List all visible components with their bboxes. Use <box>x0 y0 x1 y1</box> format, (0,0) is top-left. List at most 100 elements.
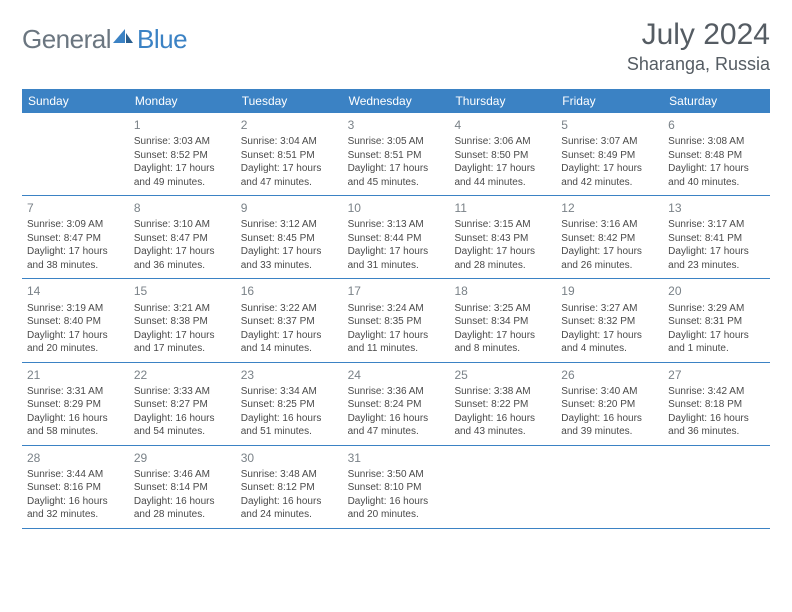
calendar-day-cell: 11Sunrise: 3:15 AMSunset: 8:43 PMDayligh… <box>449 196 556 278</box>
calendar-day-cell: 13Sunrise: 3:17 AMSunset: 8:41 PMDayligh… <box>663 196 770 278</box>
daylight-line1: Daylight: 16 hours <box>561 412 658 426</box>
calendar-day-cell: 3Sunrise: 3:05 AMSunset: 8:51 PMDaylight… <box>343 113 450 195</box>
daylight-line1: Daylight: 17 hours <box>561 329 658 343</box>
day-number: 4 <box>454 117 551 133</box>
calendar-day-cell: 6Sunrise: 3:08 AMSunset: 8:48 PMDaylight… <box>663 113 770 195</box>
daylight-line2: and 1 minute. <box>668 342 765 356</box>
calendar-day-cell: 19 Sunrise: 3:27 AMSunset: 8:32 PMDayligh… <box>556 279 663 361</box>
calendar-header-cell: Friday <box>556 89 663 113</box>
sunrise-line: Sunrise: 3:46 AM <box>134 468 231 482</box>
calendar-day-cell: 26 Sunrise: 3:40 AMSunset: 8:20 PMDayligh… <box>556 363 663 445</box>
daylight-line2: and 58 minutes. <box>27 425 124 439</box>
daylight-line2: and 43 minutes. <box>454 425 551 439</box>
sunset-line: Sunset: 8:52 PM <box>134 149 231 163</box>
calendar-day-cell: 9Sunrise: 3:12 AMSunset: 8:45 PMDaylight… <box>236 196 343 278</box>
day-number: 9 <box>241 200 338 216</box>
sunrise-line: Sunrise: 3:38 AM <box>454 385 551 399</box>
calendar-day-cell: 12Sunrise: 3:16 AMSunset: 8:42 PMDayligh… <box>556 196 663 278</box>
calendar-header-cell: Wednesday <box>343 89 450 113</box>
daylight-line1: Daylight: 16 hours <box>27 495 124 509</box>
daylight-line2: and 42 minutes. <box>561 176 658 190</box>
daylight-line2: and 33 minutes. <box>241 259 338 273</box>
sunrise-line: Sunrise: 3:08 AM <box>668 135 765 149</box>
calendar: SundayMondayTuesdayWednesdayThursdayFrid… <box>22 89 770 529</box>
sunrise-line: Sunrise: 3:31 AM <box>27 385 124 399</box>
daylight-line1: Daylight: 17 hours <box>561 162 658 176</box>
sunrise-line: Sunrise: 3:34 AM <box>241 385 338 399</box>
sunset-line: Sunset: 8:37 PM <box>241 315 338 329</box>
day-number: 8 <box>134 200 231 216</box>
daylight-line2: and 39 minutes. <box>561 425 658 439</box>
sunrise-line: Sunrise: 3:10 AM <box>134 218 231 232</box>
daylight-line1: Daylight: 17 hours <box>668 329 765 343</box>
daylight-line1: Daylight: 16 hours <box>241 412 338 426</box>
sunset-line: Sunset: 8:22 PM <box>454 398 551 412</box>
sunrise-line: Sunrise: 3:07 AM <box>561 135 658 149</box>
day-number: 13 <box>668 200 765 216</box>
daylight-line2: and 40 minutes. <box>668 176 765 190</box>
daylight-line1: Daylight: 17 hours <box>27 245 124 259</box>
sunrise-line: Sunrise: 3:25 AM <box>454 302 551 316</box>
day-number: 27 <box>668 367 765 383</box>
sunset-line: Sunset: 8:31 PM <box>668 315 765 329</box>
sunrise-line: Sunrise: 3:17 AM <box>668 218 765 232</box>
daylight-line2: and 26 minutes. <box>561 259 658 273</box>
daylight-line2: and 28 minutes. <box>134 508 231 522</box>
calendar-day-cell: 15Sunrise: 3:21 AMSunset: 8:38 PMDayligh… <box>129 279 236 361</box>
sunset-line: Sunset: 8:32 PM <box>561 315 658 329</box>
sunrise-line: Sunrise: 3:40 AM <box>561 385 658 399</box>
sunset-line: Sunset: 8:20 PM <box>561 398 658 412</box>
daylight-line1: Daylight: 16 hours <box>348 412 445 426</box>
brand-sail-icon <box>111 27 135 45</box>
day-number: 21 <box>27 367 124 383</box>
sunset-line: Sunset: 8:16 PM <box>27 481 124 495</box>
calendar-week-row: 14Sunrise: 3:19 AMSunset: 8:40 PMDayligh… <box>22 279 770 362</box>
day-number: 28 <box>27 450 124 466</box>
day-number: 29 <box>134 450 231 466</box>
sunrise-line: Sunrise: 3:19 AM <box>27 302 124 316</box>
daylight-line2: and 11 minutes. <box>348 342 445 356</box>
day-number: 19 <box>561 283 658 299</box>
calendar-day-cell: 10Sunrise: 3:13 AMSunset: 8:44 PMDayligh… <box>343 196 450 278</box>
day-number: 2 <box>241 117 338 133</box>
sunset-line: Sunset: 8:34 PM <box>454 315 551 329</box>
sunrise-line: Sunrise: 3:05 AM <box>348 135 445 149</box>
daylight-line1: Daylight: 17 hours <box>454 245 551 259</box>
sunset-line: Sunset: 8:43 PM <box>454 232 551 246</box>
sunrise-line: Sunrise: 3:24 AM <box>348 302 445 316</box>
calendar-week-row: 7Sunrise: 3:09 AMSunset: 8:47 PMDaylight… <box>22 196 770 279</box>
daylight-line1: Daylight: 17 hours <box>241 162 338 176</box>
calendar-header-cell: Saturday <box>663 89 770 113</box>
daylight-line2: and 31 minutes. <box>348 259 445 273</box>
calendar-day-cell: 21Sunrise: 3:31 AMSunset: 8:29 PMDayligh… <box>22 363 129 445</box>
sunset-line: Sunset: 8:14 PM <box>134 481 231 495</box>
daylight-line2: and 44 minutes. <box>454 176 551 190</box>
calendar-header-cell: Tuesday <box>236 89 343 113</box>
calendar-empty-cell <box>556 446 663 528</box>
daylight-line2: and 20 minutes. <box>348 508 445 522</box>
sunset-line: Sunset: 8:12 PM <box>241 481 338 495</box>
sunset-line: Sunset: 8:51 PM <box>348 149 445 163</box>
calendar-day-cell: 2Sunrise: 3:04 AMSunset: 8:51 PMDaylight… <box>236 113 343 195</box>
day-number: 31 <box>348 450 445 466</box>
day-number: 12 <box>561 200 658 216</box>
sunset-line: Sunset: 8:42 PM <box>561 232 658 246</box>
calendar-day-cell: 28Sunrise: 3:44 AMSunset: 8:16 PMDayligh… <box>22 446 129 528</box>
daylight-line1: Daylight: 17 hours <box>348 162 445 176</box>
brand-logo: General Blue <box>22 24 187 55</box>
calendar-day-cell: 23Sunrise: 3:34 AMSunset: 8:25 PMDayligh… <box>236 363 343 445</box>
day-number: 7 <box>27 200 124 216</box>
calendar-week-row: 1Sunrise: 3:03 AMSunset: 8:52 PMDaylight… <box>22 113 770 196</box>
sunset-line: Sunset: 8:24 PM <box>348 398 445 412</box>
brand-word1: General <box>22 24 111 55</box>
sunset-line: Sunset: 8:41 PM <box>668 232 765 246</box>
daylight-line2: and 17 minutes. <box>134 342 231 356</box>
title-block: July 2024 Sharanga, Russia <box>627 18 770 75</box>
day-number: 26 <box>561 367 658 383</box>
calendar-day-cell: 20Sunrise: 3:29 AMSunset: 8:31 PMDayligh… <box>663 279 770 361</box>
sunrise-line: Sunrise: 3:27 AM <box>561 302 658 316</box>
calendar-empty-cell <box>663 446 770 528</box>
daylight-line2: and 49 minutes. <box>134 176 231 190</box>
day-number: 20 <box>668 283 765 299</box>
day-number: 14 <box>27 283 124 299</box>
